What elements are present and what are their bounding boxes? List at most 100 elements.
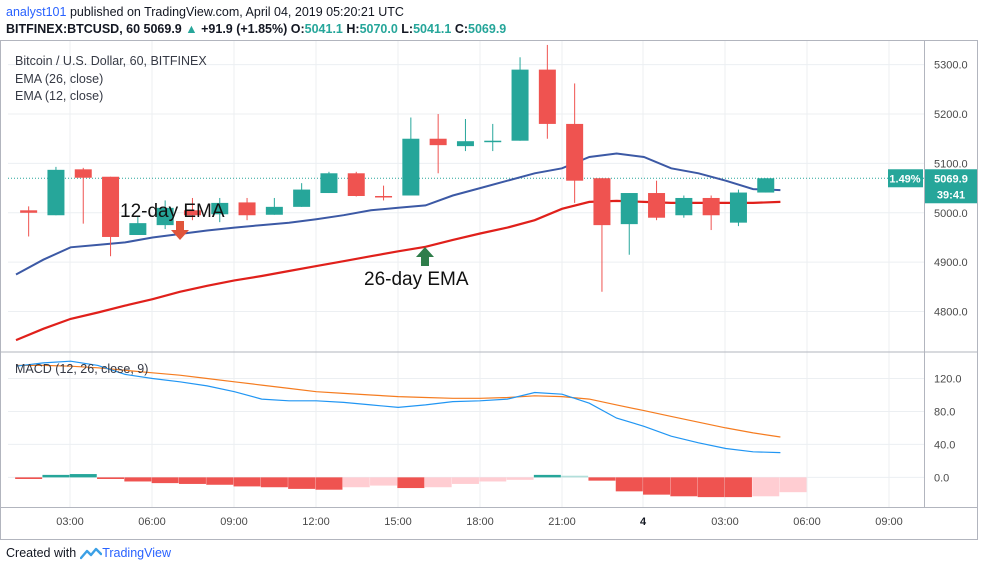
macd-histogram-bar bbox=[533, 474, 561, 478]
candle bbox=[538, 44, 556, 139]
macd-histogram-bar bbox=[124, 477, 152, 482]
candle-body bbox=[648, 193, 666, 218]
chart-frame bbox=[0, 40, 978, 540]
tradingview-brand-label: TradingView bbox=[102, 546, 171, 560]
symbol-name: BITFINEX:BTCUSD, 60 bbox=[6, 22, 141, 36]
time-tick-label: 06:00 bbox=[138, 516, 166, 528]
macd-histogram-bar bbox=[779, 477, 807, 493]
candle-body bbox=[238, 202, 256, 216]
candle bbox=[757, 178, 775, 193]
candle-body bbox=[20, 210, 38, 213]
created-with-text: Created with bbox=[6, 546, 77, 560]
annotation-26-day-ema-text: 26-day EMA bbox=[364, 269, 469, 290]
candle bbox=[566, 83, 584, 203]
time-tick-label: 03:00 bbox=[56, 516, 84, 528]
candle bbox=[675, 195, 693, 218]
candle bbox=[347, 171, 365, 197]
macd-histogram-bar bbox=[752, 477, 780, 497]
percent-label: 1.49% bbox=[889, 173, 920, 185]
macd-histogram-bar bbox=[260, 477, 288, 488]
macd-histogram-bar bbox=[178, 477, 206, 484]
price-tick-label: 5000.0 bbox=[934, 208, 968, 220]
candle bbox=[375, 185, 393, 201]
legend-ema-26: EMA (26, close) bbox=[15, 72, 103, 86]
legend-ema-12: EMA (12, close) bbox=[15, 89, 103, 103]
macd-tick-label: 120.0 bbox=[934, 374, 962, 386]
macd-histogram-bar bbox=[315, 477, 343, 490]
candle bbox=[129, 216, 147, 235]
candle bbox=[620, 193, 638, 255]
time-tick-label: 4 bbox=[640, 516, 647, 528]
price-chart[interactable]: 5300.0 5200.0 5100.0 5000.0 4900.0 4800.0 120.… bbox=[0, 40, 987, 540]
last-price-label: 5069.9 bbox=[934, 173, 968, 185]
macd-signal-line bbox=[16, 364, 781, 438]
time-tick-label: 15:00 bbox=[384, 516, 412, 528]
ema-12-line bbox=[15, 152, 781, 276]
price-tick-label: 5200.0 bbox=[934, 109, 968, 121]
chart-header: analyst101 published on TradingView.com,… bbox=[6, 4, 506, 38]
annotation-12-day-ema-text: 12-day EMA bbox=[120, 201, 225, 222]
tradingview-logo-icon bbox=[80, 547, 103, 560]
candle bbox=[648, 180, 666, 221]
chart-title: Bitcoin / U.S. Dollar, 60, BITFINEX bbox=[15, 54, 207, 68]
countdown-label: 39:41 bbox=[937, 189, 965, 201]
candle bbox=[402, 117, 420, 196]
candle bbox=[102, 176, 120, 257]
macd-histogram-bar bbox=[69, 474, 97, 478]
candle-body bbox=[484, 140, 502, 143]
macd-histogram-bar bbox=[206, 477, 234, 485]
candle-body bbox=[566, 123, 584, 181]
price-tick-label: 4900.0 bbox=[934, 257, 968, 269]
macd-histogram-bar bbox=[451, 477, 479, 484]
time-tick-label: 12:00 bbox=[302, 516, 330, 528]
published-text: published on TradingView.com, April 04, … bbox=[69, 5, 404, 19]
macd-legend: MACD (12, 26, close, 9) bbox=[15, 362, 148, 376]
candle-body bbox=[375, 195, 393, 198]
candle bbox=[320, 171, 338, 194]
close-value: 5069.9 bbox=[468, 22, 507, 36]
candle bbox=[293, 183, 311, 207]
percent-badge bbox=[888, 169, 923, 188]
candle-body bbox=[183, 210, 201, 216]
candle-body bbox=[265, 206, 283, 215]
macd-histogram-bar bbox=[479, 477, 507, 482]
candle bbox=[211, 197, 229, 223]
macd-tick-label: 40.0 bbox=[934, 439, 955, 451]
macd-histogram-bar bbox=[370, 477, 398, 486]
macd-histogram-bar bbox=[233, 477, 261, 487]
macd-histogram-bar bbox=[561, 475, 589, 478]
author-link[interactable]: analyst101 bbox=[6, 5, 67, 19]
footer: Created with TradingView bbox=[6, 546, 171, 560]
macd-histogram-bar bbox=[670, 477, 698, 497]
publish-line: analyst101 published on TradingView.com,… bbox=[6, 4, 506, 21]
macd-histogram-bar bbox=[588, 477, 616, 481]
candle-body bbox=[702, 197, 720, 216]
time-tick-label: 09:00 bbox=[875, 516, 903, 528]
macd-histogram-bar bbox=[397, 477, 425, 489]
last-price-badge bbox=[925, 169, 977, 204]
candle-body bbox=[347, 173, 365, 196]
price-tick-label: 4800.0 bbox=[934, 307, 968, 319]
candle-body bbox=[729, 192, 747, 223]
candle-body bbox=[675, 197, 693, 216]
time-tick-label: 18:00 bbox=[466, 516, 494, 528]
candle-body bbox=[320, 173, 338, 194]
macd-histogram-bar bbox=[424, 477, 452, 488]
time-tick-label: 03:00 bbox=[711, 516, 739, 528]
candle bbox=[456, 118, 474, 152]
candle-body bbox=[74, 169, 92, 178]
candle-body bbox=[593, 178, 611, 226]
candle bbox=[484, 123, 502, 152]
symbol-line: BITFINEX:BTCUSD, 60 5069.9 ▲ +91.9 (+1.8… bbox=[6, 22, 507, 36]
price-tick-label: 5100.0 bbox=[934, 158, 968, 170]
candle-body bbox=[47, 169, 65, 216]
macd-line bbox=[15, 360, 781, 454]
tradingview-brand[interactable]: TradingView bbox=[80, 546, 171, 560]
candle bbox=[74, 167, 92, 224]
candle bbox=[238, 197, 256, 221]
macd-histogram-bar bbox=[42, 474, 70, 478]
price-tick-label: 5300.0 bbox=[934, 60, 968, 72]
candle-body bbox=[429, 138, 447, 146]
candle-body bbox=[102, 176, 120, 237]
candle-body bbox=[620, 193, 638, 225]
